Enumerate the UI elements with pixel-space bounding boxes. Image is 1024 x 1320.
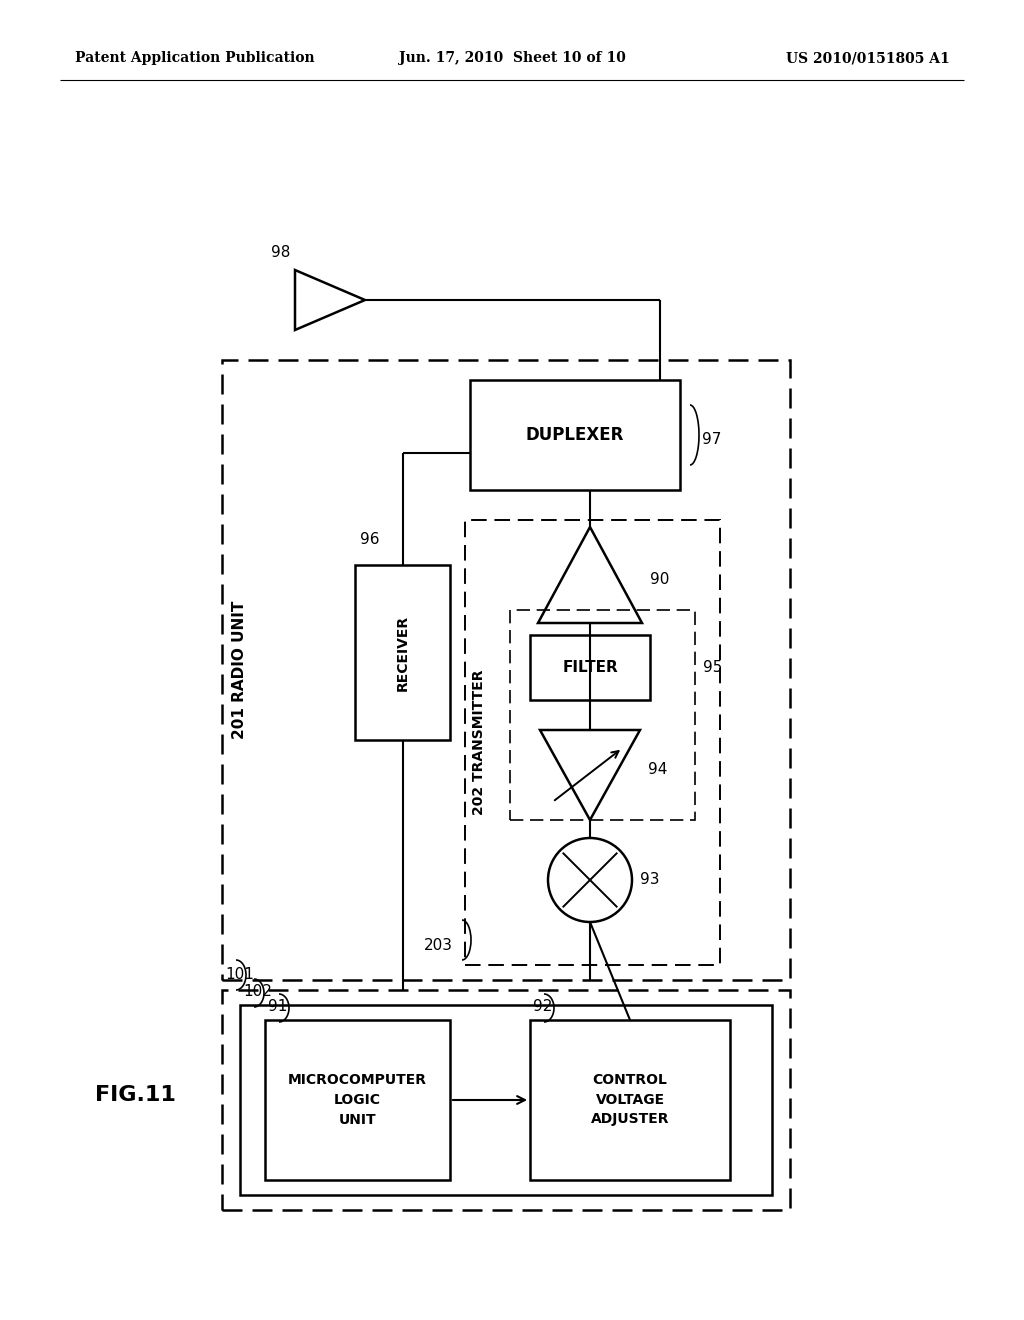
Text: MICROCOMPUTER
LOGIC
UNIT: MICROCOMPUTER LOGIC UNIT [288,1073,427,1126]
Text: FIG.11: FIG.11 [95,1085,176,1105]
Text: 96: 96 [360,532,380,546]
Text: 97: 97 [702,433,721,447]
Text: Patent Application Publication: Patent Application Publication [75,51,314,65]
Text: US 2010/0151805 A1: US 2010/0151805 A1 [786,51,950,65]
Bar [222,360,790,979]
Text: FILTER: FILTER [562,660,617,675]
Text: 101: 101 [225,968,254,982]
Bar [265,1020,450,1180]
Text: CONTROL
VOLTAGE
ADJUSTER: CONTROL VOLTAGE ADJUSTER [591,1073,670,1126]
Bar [465,520,720,965]
Bar [470,380,680,490]
Text: DUPLEXER: DUPLEXER [525,426,625,444]
Text: 202 TRANSMITTER: 202 TRANSMITTER [472,669,486,816]
Text: 90: 90 [650,573,670,587]
Text: Jun. 17, 2010  Sheet 10 of 10: Jun. 17, 2010 Sheet 10 of 10 [398,51,626,65]
Text: 95: 95 [703,660,722,675]
Text: 93: 93 [640,873,659,887]
Text: 98: 98 [270,246,290,260]
Bar [222,990,790,1210]
Text: 102: 102 [243,983,272,999]
Bar [530,1020,730,1180]
Bar [240,1005,772,1195]
Bar [510,610,695,820]
Bar [530,635,650,700]
Text: 201 RADIO UNIT: 201 RADIO UNIT [232,601,248,739]
Text: 94: 94 [648,763,668,777]
Text: 91: 91 [268,999,288,1014]
Text: RECEIVER: RECEIVER [395,614,410,690]
Text: 203: 203 [424,939,453,953]
Text: 92: 92 [534,999,552,1014]
Bar [355,565,450,741]
